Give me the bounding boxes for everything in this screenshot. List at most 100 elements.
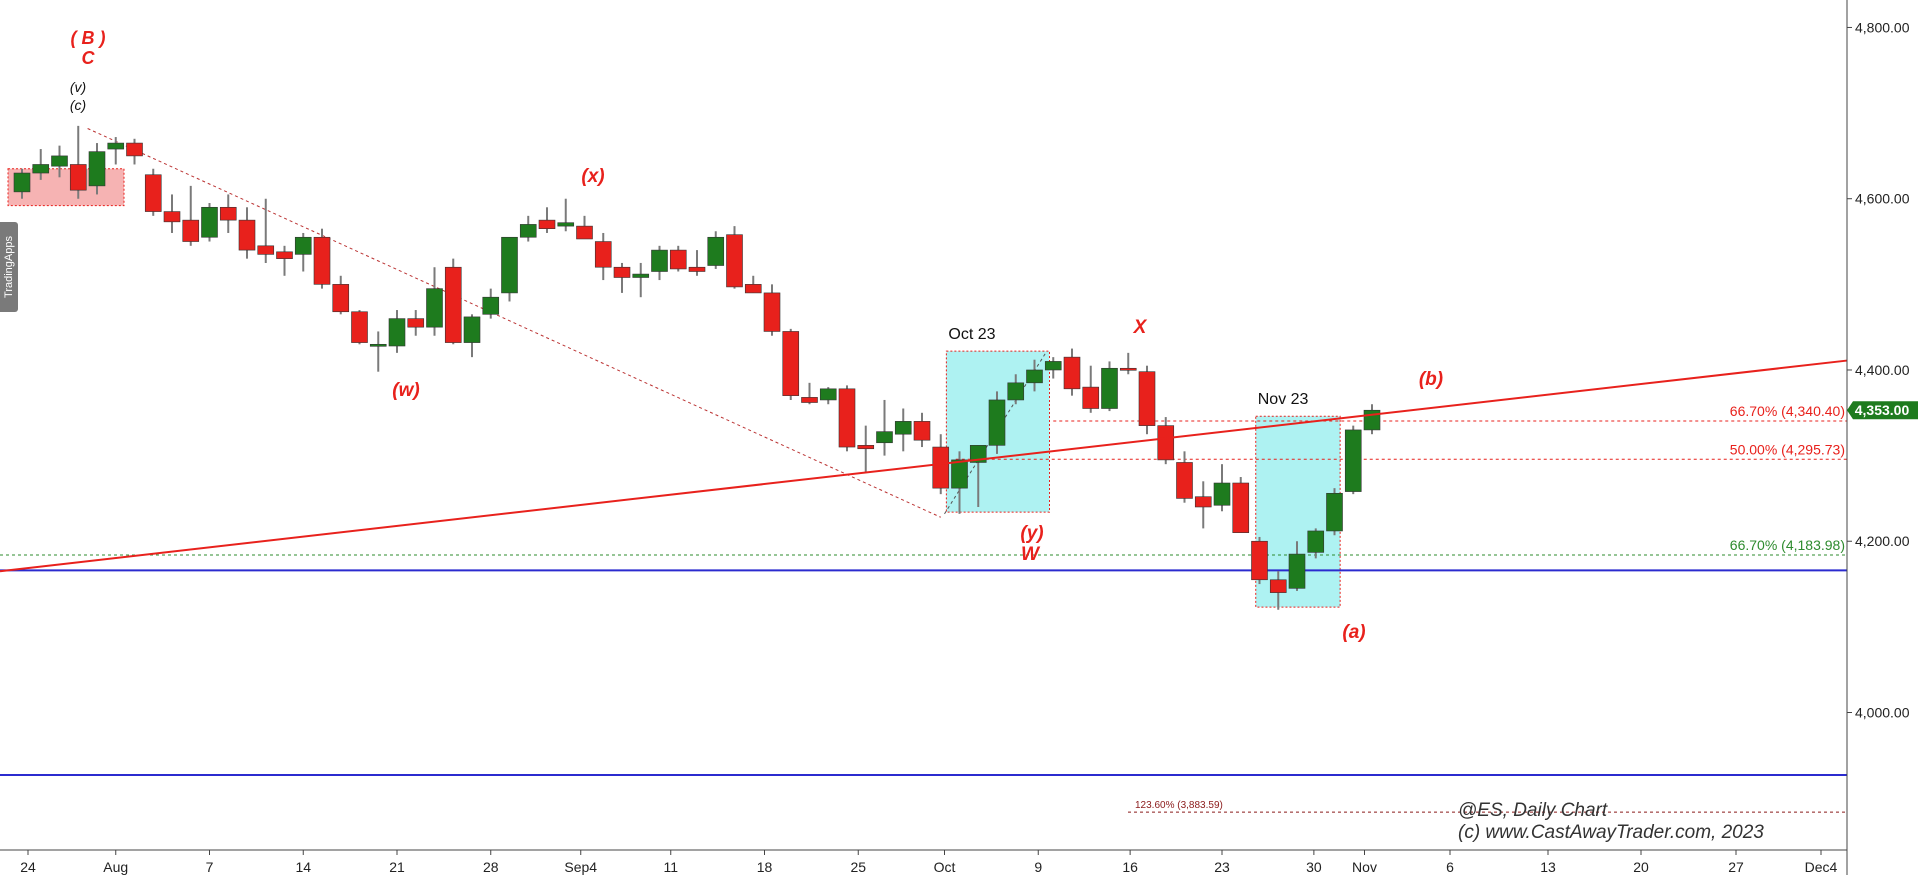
- candle-body: [13, 172, 31, 193]
- candle-body: [201, 206, 218, 238]
- candle-body: [688, 266, 706, 272]
- candle-body: [1026, 369, 1043, 384]
- x-tick-label: 25: [850, 859, 866, 875]
- y-tick-label: 4,800.00: [1855, 19, 1910, 35]
- candle-body: [51, 155, 68, 167]
- candle: [1101, 361, 1118, 412]
- candle-body: [1007, 382, 1025, 401]
- fib-level-label: 50.00% (4,295.73): [1730, 441, 1845, 457]
- x-tick-label: 23: [1214, 859, 1230, 875]
- candle: [1007, 374, 1025, 405]
- candle: [1157, 417, 1175, 465]
- candle-body: [651, 249, 668, 272]
- tradingapps-side-tab[interactable]: TradingApps: [0, 222, 18, 312]
- watermark-copyright: (c) www.CastAwayTrader.com, 2023: [1458, 822, 1764, 843]
- candle-body: [857, 445, 875, 450]
- candle-body: [332, 284, 350, 313]
- candle: [388, 310, 406, 353]
- candle: [51, 145, 68, 178]
- wave-label: ( B ): [71, 28, 106, 48]
- y-tick-label: 4,000.00: [1855, 705, 1910, 721]
- candle: [69, 125, 87, 199]
- candle: [32, 149, 50, 180]
- candle-body: [501, 236, 518, 294]
- candle-body: [482, 296, 500, 315]
- watermark-symbol: @ES, Daily Chart: [1458, 800, 1608, 821]
- candle: [801, 382, 818, 405]
- candle-body: [1326, 492, 1343, 532]
- candle-body: [838, 388, 856, 448]
- descending-trendline: [87, 128, 941, 518]
- candle: [913, 412, 931, 448]
- candle: [13, 168, 31, 199]
- x-tick-label: 9: [1034, 859, 1042, 875]
- candle-body: [1251, 540, 1268, 581]
- candle-body: [669, 249, 687, 270]
- candle: [594, 232, 612, 281]
- candle: [1138, 365, 1156, 435]
- wave-label: X: [1133, 317, 1148, 338]
- candle-body: [88, 151, 106, 187]
- candle-body: [1138, 371, 1156, 426]
- candle-body: [613, 266, 631, 278]
- candle-body: [744, 284, 762, 294]
- x-tick-label: 24: [20, 859, 36, 875]
- x-tick-label: 13: [1540, 859, 1556, 875]
- candle-body: [1232, 482, 1250, 533]
- x-tick-label: 20: [1633, 859, 1649, 875]
- candle: [988, 391, 1006, 454]
- ascending-trendline: [0, 359, 1848, 573]
- candle-body: [782, 331, 800, 396]
- x-tick-label: 18: [757, 859, 773, 875]
- candle: [1082, 365, 1100, 413]
- wave-label: (a): [1342, 622, 1365, 643]
- candle-body: [1101, 367, 1118, 409]
- candle-body: [557, 222, 575, 227]
- candle-body: [1269, 579, 1287, 593]
- candle-body: [126, 142, 143, 157]
- y-tick-label: 4,200.00: [1855, 533, 1910, 549]
- candle-body: [913, 421, 931, 441]
- y-tick-label: 4,600.00: [1855, 191, 1910, 207]
- candle-body: [238, 219, 256, 251]
- candle-body: [388, 318, 406, 347]
- box-label: Oct 23: [948, 326, 995, 343]
- candle: [819, 387, 837, 405]
- wave-label: C: [82, 48, 96, 68]
- candle: [201, 203, 218, 242]
- candle-body: [988, 399, 1006, 446]
- wave-label: (b): [1419, 369, 1443, 390]
- candle: [1232, 477, 1250, 533]
- candle-body: [463, 316, 481, 343]
- candle-body: [726, 234, 743, 288]
- wave-label: W: [1021, 544, 1041, 565]
- candle-body: [257, 245, 275, 255]
- x-tick-label: Oct: [934, 859, 956, 875]
- candle: [1363, 404, 1381, 435]
- x-tick-label: Dec4: [1805, 859, 1838, 875]
- last-price-tag: [1847, 401, 1918, 420]
- x-tick-label: Sep4: [564, 859, 597, 875]
- candle-body: [707, 236, 725, 266]
- candle: [519, 215, 537, 242]
- candle: [369, 331, 387, 372]
- candle: [107, 137, 125, 165]
- candle-body: [1157, 425, 1175, 461]
- candle: [726, 226, 743, 289]
- candle: [276, 245, 293, 276]
- candle: [351, 310, 368, 345]
- candle-body: [219, 206, 237, 221]
- candle-body: [294, 236, 312, 255]
- candle-body: [407, 318, 425, 328]
- candle: [538, 207, 556, 233]
- y-tick-label: 4,400.00: [1855, 362, 1910, 378]
- candle: [444, 258, 462, 345]
- candles: [0, 125, 1848, 610]
- candle: [651, 245, 668, 281]
- candle: [88, 143, 106, 195]
- candle: [763, 284, 781, 336]
- candle: [613, 262, 631, 293]
- candle: [1063, 348, 1081, 396]
- x-tick-label: 14: [295, 859, 311, 875]
